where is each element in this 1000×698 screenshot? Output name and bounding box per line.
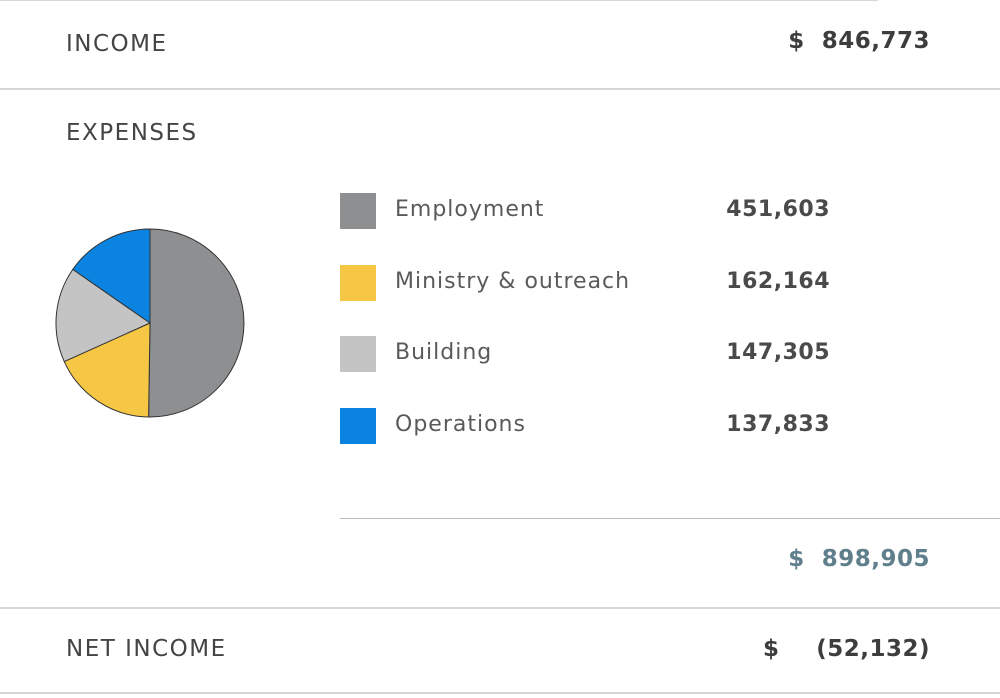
income-amount: $ 846,773 <box>788 28 930 54</box>
legend-swatch-employment <box>340 193 376 229</box>
top-divider <box>0 0 878 1</box>
legend-swatch-operations <box>340 408 376 444</box>
expenses-total: $ 898,905 <box>788 546 930 572</box>
expenses-label: EXPENSES <box>66 120 198 146</box>
income-value: 846,773 <box>821 28 930 54</box>
pie-slice-building <box>55 268 152 363</box>
pie-slice-employment <box>148 228 245 418</box>
legend-label-ministry-outreach: Ministry & outreach <box>395 269 631 294</box>
legend-value-operations: 137,833 <box>726 412 830 437</box>
legend-label-employment: Employment <box>395 197 545 222</box>
pie-slice-ministry-outreach <box>63 322 151 418</box>
expenses-divider <box>0 607 1000 609</box>
net-income-value: (52,132) <box>816 636 930 662</box>
legend-label-operations: Operations <box>395 412 526 437</box>
legend-item-employment: Employment 451,603 <box>340 193 840 229</box>
expenses-total-divider <box>340 518 1000 519</box>
legend-item-building: Building 147,305 <box>340 336 840 372</box>
expenses-total-value: 898,905 <box>821 546 930 572</box>
legend-item-operations: Operations 137,833 <box>340 408 840 444</box>
legend-value-ministry-outreach: 162,164 <box>726 269 830 294</box>
income-divider <box>0 88 1000 90</box>
income-label: INCOME <box>66 31 168 57</box>
legend-value-building: 147,305 <box>726 340 830 365</box>
net-income-label: NET INCOME <box>66 636 227 662</box>
expenses-pie-chart <box>55 228 245 418</box>
legend-value-employment: 451,603 <box>726 197 830 222</box>
legend-swatch-building <box>340 336 376 372</box>
legend-swatch-ministry-outreach <box>340 265 376 301</box>
legend-label-building: Building <box>395 340 493 365</box>
legend-item-ministry-outreach: Ministry & outreach 162,164 <box>340 265 840 301</box>
expenses-total-currency: $ <box>788 546 805 572</box>
net-income-currency: $ <box>763 636 780 662</box>
pie-slice-operations <box>72 228 151 324</box>
bottom-divider <box>0 692 1000 694</box>
income-currency: $ <box>788 28 805 54</box>
